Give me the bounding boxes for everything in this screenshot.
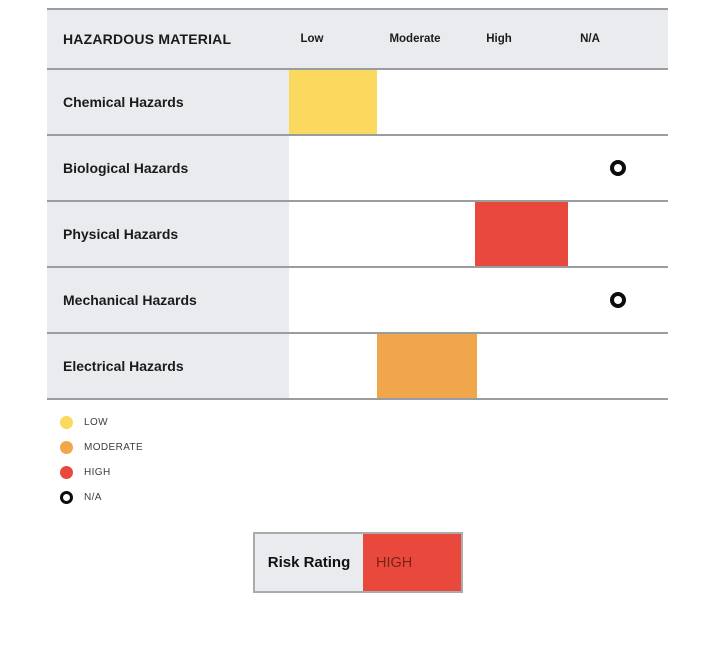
legend-item-high: HIGH	[60, 460, 143, 485]
legend-item-low: LOW	[60, 410, 143, 435]
hazard-table: HAZARDOUS MATERIAL Low Moderate High N/A…	[47, 8, 668, 400]
low-rating-block	[289, 70, 377, 134]
high-circle-icon	[60, 466, 73, 479]
na-ring-mark	[610, 292, 626, 308]
legend-item-moderate: MODERATE	[60, 435, 143, 460]
na-ring-mark	[610, 160, 626, 176]
moderate-circle-icon	[60, 441, 73, 454]
risk-rating-box: Risk Rating HIGH	[253, 532, 463, 593]
table-row-electrical: Electrical Hazards	[47, 332, 668, 398]
legend-label-high: HIGH	[84, 467, 111, 478]
high-rating-block	[475, 202, 568, 266]
column-header-high: High	[486, 33, 512, 45]
legend-label-low: LOW	[84, 417, 108, 428]
moderate-rating-block	[377, 334, 477, 398]
row-values-electrical	[289, 334, 668, 398]
table-title: HAZARDOUS MATERIAL	[63, 31, 232, 47]
table-row-mechanical: Mechanical Hazards	[47, 266, 668, 332]
column-header-moderate: Moderate	[389, 33, 441, 45]
legend-label-moderate: MODERATE	[84, 442, 144, 453]
column-header-na: N/A	[580, 33, 600, 45]
row-label-electrical: Electrical Hazards	[47, 334, 289, 398]
row-label-chemical: Chemical Hazards	[47, 70, 289, 134]
legend-label-na: N/A	[84, 492, 102, 503]
table-header-row: HAZARDOUS MATERIAL Low Moderate High N/A	[47, 8, 668, 68]
legend: LOW MODERATE HIGH N/A	[60, 410, 143, 510]
na-ring-icon	[60, 491, 73, 504]
table-row-chemical: Chemical Hazards	[47, 68, 668, 134]
risk-rating-value: HIGH	[363, 534, 461, 591]
row-label-biological: Biological Hazards	[47, 136, 289, 200]
low-circle-icon	[60, 416, 73, 429]
risk-rating-label: Risk Rating	[255, 534, 363, 591]
legend-item-na: N/A	[60, 485, 143, 510]
table-row-biological: Biological Hazards	[47, 134, 668, 200]
row-label-mechanical: Mechanical Hazards	[47, 268, 289, 332]
column-header-low: Low	[300, 33, 324, 45]
row-label-physical: Physical Hazards	[47, 202, 289, 266]
table-row-physical: Physical Hazards	[47, 200, 668, 266]
